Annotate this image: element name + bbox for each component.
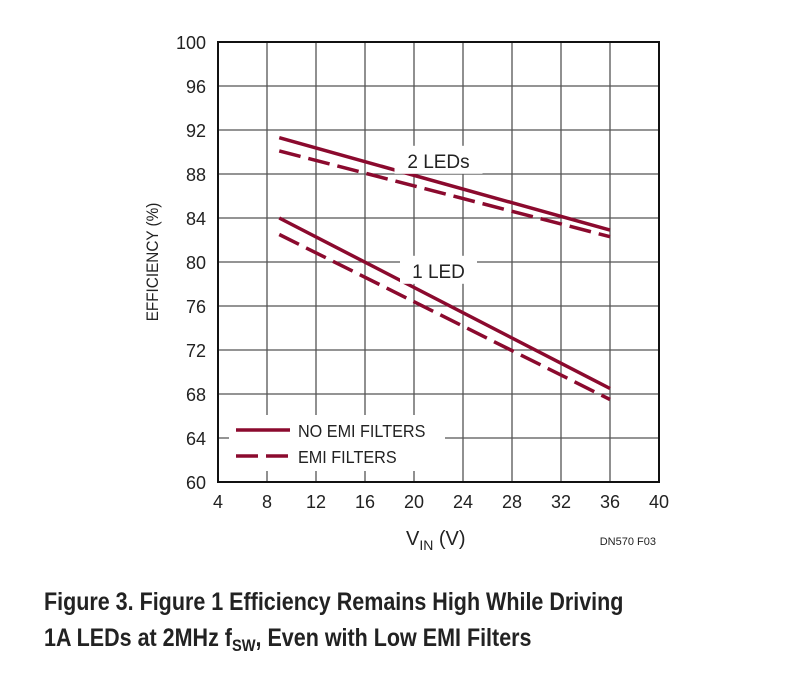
caption-subscript: SW — [231, 636, 256, 655]
legend: NO EMI FILTERS EMI FILTERS — [229, 415, 445, 471]
y-axis-label: EFFICIENCY (%) — [143, 203, 162, 322]
series-lines — [278, 136, 611, 402]
x-tick-label: 12 — [306, 492, 326, 512]
x-axis-label-unit: (V) — [433, 528, 465, 550]
x-axis-label: VIN (V) — [406, 528, 466, 553]
caption-line-2: 1A LEDs at 2MHz fSW, Even with Low EMI F… — [44, 620, 784, 664]
y-tick-label: 76 — [186, 297, 206, 317]
x-tick-label: 40 — [649, 492, 669, 512]
x-axis-label-main: V — [406, 528, 420, 550]
y-tick-label: 68 — [186, 385, 206, 405]
caption-line-1: Figure 3. Figure 1 Efficiency Remains Hi… — [44, 588, 624, 616]
plot-frame — [217, 41, 660, 483]
x-tick-label: 28 — [502, 492, 522, 512]
series-line — [278, 216, 611, 391]
y-tick-label: 60 — [186, 473, 206, 493]
annotation-label: 2 LEDs — [407, 152, 469, 173]
x-tick-label: 36 — [600, 492, 620, 512]
series-line — [278, 232, 611, 402]
figure-id: DN570 F03 — [600, 536, 656, 548]
tick-labels: 4 8 12 16 20 24 28 32 36 40 60 64 68 72 76 80 84 88 92 96 10… — [176, 33, 669, 512]
x-tick-label: 4 — [213, 492, 223, 512]
y-tick-label: 92 — [186, 121, 206, 141]
x-axis-label-sub: IN — [419, 537, 433, 553]
annotation-bg — [394, 145, 483, 174]
legend-label: EMI FILTERS — [298, 447, 397, 467]
figure-caption: Figure 3. Figure 1 Efficiency Remains Hi… — [44, 584, 784, 664]
y-tick-label: 96 — [186, 77, 206, 97]
y-tick-label: 64 — [186, 429, 206, 449]
y-tick-label: 72 — [186, 341, 206, 361]
annotations: 2 LEDs 1 LED — [394, 145, 483, 284]
legend-bg — [229, 415, 445, 471]
annotation: 1 LED — [400, 255, 477, 284]
x-tick-label: 20 — [404, 492, 424, 512]
annotation-label: 1 LED — [412, 262, 465, 283]
x-tick-label: 32 — [551, 492, 571, 512]
y-tick-label: 88 — [186, 165, 206, 185]
x-tick-label: 8 — [262, 492, 272, 512]
annotation: 2 LEDs — [394, 145, 483, 174]
y-tick-label: 80 — [186, 253, 206, 273]
series-line — [278, 136, 611, 232]
caption-line-2a: 1A LEDs at 2MHz f — [44, 624, 232, 652]
y-tick-label: 100 — [176, 33, 206, 53]
legend-label: NO EMI FILTERS — [298, 421, 425, 441]
x-tick-label: 16 — [355, 492, 375, 512]
series-line — [278, 149, 611, 239]
caption-line-2b: , Even with Low EMI Filters — [255, 624, 532, 652]
y-tick-label: 84 — [186, 209, 206, 229]
x-tick-label: 24 — [453, 492, 473, 512]
annotation-bg — [400, 255, 477, 284]
